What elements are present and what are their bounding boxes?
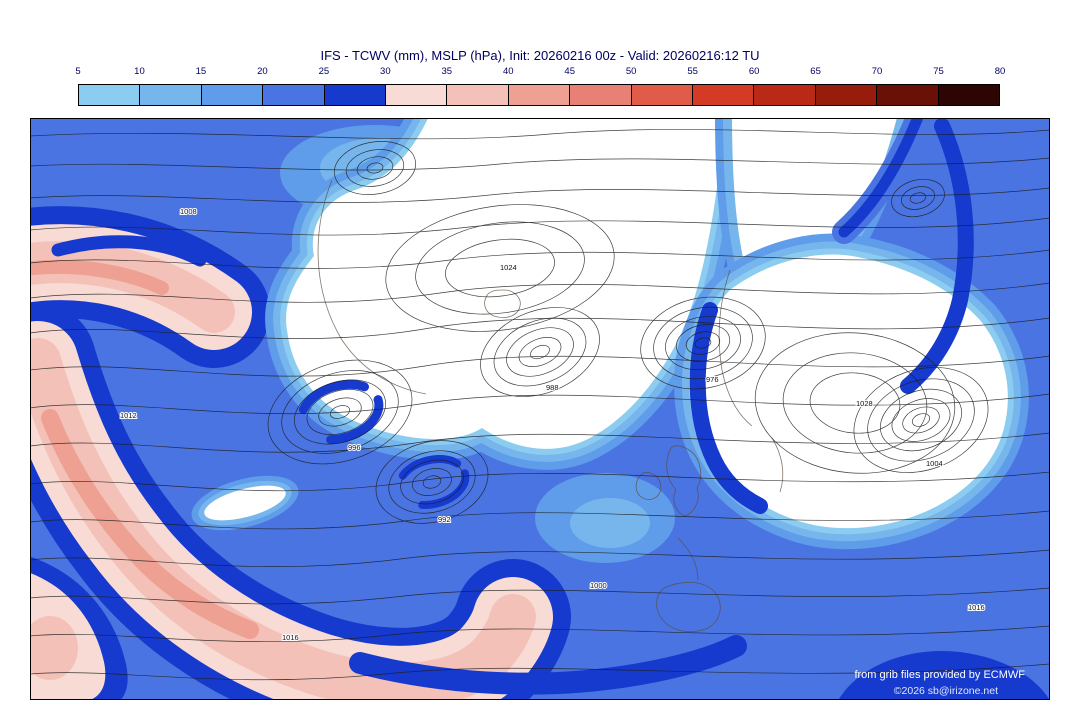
- colorbar-segment: [386, 85, 448, 105]
- colorbar-tick-label: 75: [933, 66, 944, 77]
- coastline-france: [677, 537, 699, 581]
- colorbar-tick-label: 10: [134, 66, 145, 77]
- colorbar-tick-label: 15: [195, 66, 207, 77]
- cyclone-contours-1: [267, 359, 413, 465]
- colorbar-segment: [693, 85, 755, 105]
- contour-label: 1012: [120, 411, 137, 420]
- weather-map: 996 992 988 976 1004 1024 1028 1008 1000 1016 1012…: [30, 118, 1050, 700]
- colorbar-segment: [631, 85, 694, 105]
- high-contours-1: [385, 204, 615, 332]
- colorbar-tick-label: 50: [625, 66, 637, 77]
- coastline-norway: [718, 269, 753, 427]
- colorbar-segment: [877, 85, 939, 105]
- colorbar-tick-label: 25: [318, 66, 330, 77]
- colorbar-tick-label: 70: [871, 66, 883, 77]
- colorbar-tick-label: 60: [748, 66, 760, 77]
- coastline-ireland: [635, 471, 662, 500]
- colorbar-segment: [324, 85, 387, 105]
- colorbar-segments: [78, 84, 1000, 106]
- colorbar-tick-label: 20: [257, 66, 268, 77]
- colorbar-segment: [508, 85, 571, 105]
- contour-label: 1016: [282, 633, 299, 642]
- cyclone-contours-3: [480, 307, 600, 397]
- dry-patch-southwest: [191, 475, 299, 531]
- contour-label: 996: [348, 443, 361, 452]
- dry-region-north: [265, 118, 749, 470]
- cyclone-contours-2: [375, 440, 489, 524]
- tcwv-dense-accents: [51, 118, 974, 695]
- colorbar-segment: [79, 85, 141, 105]
- high-contours-2: [754, 332, 956, 474]
- contour-label: 1004: [926, 459, 943, 468]
- moist-streak-northeast: [832, 118, 931, 244]
- tcwv-dense-southeast: [838, 651, 1050, 700]
- chart-title: IFS - TCWV (mm), MSLP (hPa), Init: 20260…: [320, 48, 760, 63]
- colorbar-tick-label: 35: [441, 66, 453, 77]
- cyclone-contours-6: [334, 141, 416, 195]
- colorbar-tick-label: 45: [564, 66, 576, 77]
- contour-label: 1028: [856, 399, 873, 408]
- colorbar-tick-label: 80: [994, 66, 1006, 77]
- contour-label: 1008: [180, 207, 197, 216]
- attribution-ecmwf: from grib files provided by ECMWF: [854, 669, 1025, 681]
- attribution-copyright: ©2026 sb@irizone.net: [894, 685, 998, 697]
- contour-label: 992: [438, 515, 451, 524]
- coastline-iceland: [484, 289, 521, 318]
- contour-label: 976: [706, 375, 719, 384]
- moist-front-corner: [30, 572, 106, 700]
- colorbar-segment: [570, 85, 632, 105]
- colorbar-segment: [938, 85, 1000, 105]
- contour-label: 1016: [968, 603, 985, 612]
- coastline-greenland: [317, 179, 427, 395]
- colorbar-segment: [447, 85, 509, 105]
- colorbar-segment: [140, 85, 202, 105]
- contour-label: 988: [546, 383, 559, 392]
- contour-label: 1024: [500, 263, 517, 272]
- coastline-iberia: [656, 581, 721, 633]
- colorbar-tick-label: 5: [75, 66, 81, 77]
- contour-label: 1000: [590, 581, 607, 590]
- colorbar-tick-label: 40: [502, 66, 514, 77]
- map-panel: 996 992 988 976 1004 1024 1028 1008 1000 1016 1012…: [30, 118, 1050, 700]
- cyclone-contours-4: [640, 296, 766, 390]
- colorbar-segment: [815, 85, 878, 105]
- contour-labels: 996 992 988 976 1004 1024 1028 1008 1000 1016 1012…: [119, 206, 986, 643]
- coastline-layer: [317, 179, 784, 633]
- colorbar-segment: [263, 85, 325, 105]
- coastline-britain: [666, 445, 702, 517]
- colorbar-tick-label: 30: [380, 66, 391, 77]
- colorbar-ticks: 5 10 15 20 25 30 35 40 45 50 55 60 65 70 75 80: [75, 66, 1005, 79]
- map-frame: [30, 118, 1050, 700]
- colorbar-segment: [754, 85, 816, 105]
- colorbar-tick-label: 65: [810, 66, 821, 77]
- colorbar-segment: [201, 85, 264, 105]
- mslp-contour-layer: [30, 129, 1050, 681]
- colorbar-tick-label: 55: [687, 66, 698, 77]
